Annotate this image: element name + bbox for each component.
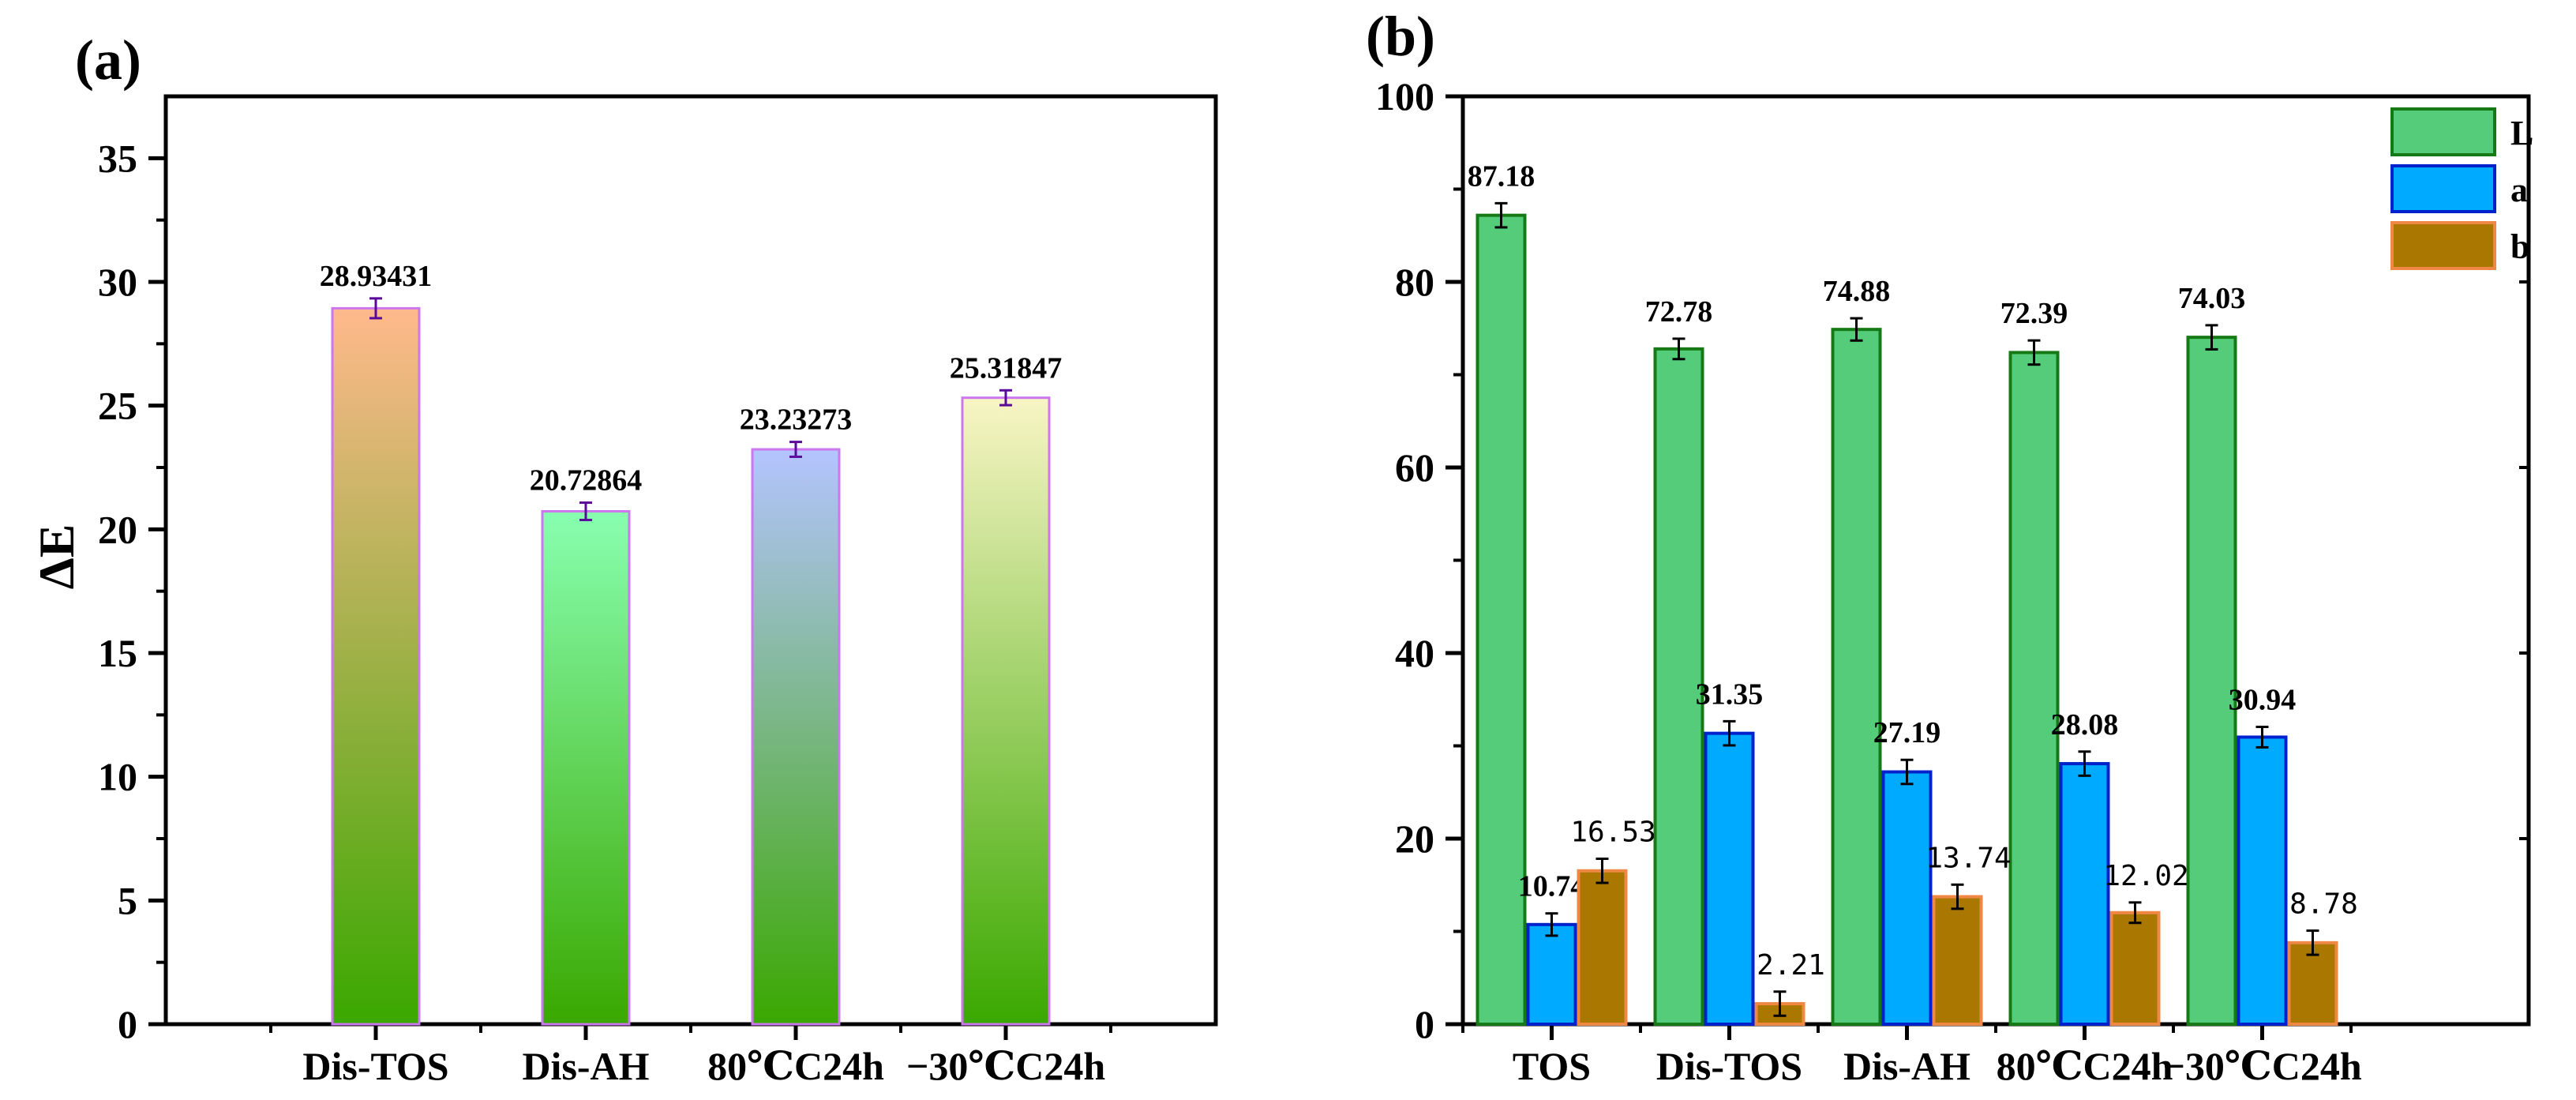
panel-b-bar-b — [1577, 869, 1628, 1026]
panel-b-data-label-a: 31.35 — [1696, 678, 1764, 711]
panel-b-legend: Lab — [2390, 107, 2533, 270]
legend-swatch-a — [2390, 164, 2496, 213]
panel-b-error-bar-a — [2255, 726, 2269, 749]
panel-b-error-bar-b — [2128, 901, 2142, 925]
panel-b-data-label-b: 2.21 — [1757, 949, 1825, 982]
panel-b-y-tick-label: 60 — [1395, 445, 1434, 490]
panel-a-y-tick-label: 30 — [98, 260, 137, 304]
panel-a-error-bar — [579, 501, 592, 521]
panel-b-data-label-a: 30.94 — [2229, 684, 2297, 717]
panel-a-plot-frame — [163, 94, 1218, 1027]
panel-a-bar — [961, 396, 1051, 1026]
panel-a-error-bar — [369, 297, 382, 320]
panel-a-y-tick-label: 10 — [98, 755, 137, 799]
panel-a-x-axis: Dis-TOS Dis-AH 80℃C24h −30℃C24h — [269, 1024, 1112, 1088]
legend-label-L: L — [2510, 114, 2533, 152]
panel-b-bars: 87.18 72.78 74.88 72.39 74.03 10.74 31.35 27.19… — [1468, 160, 2358, 1027]
panel-a-bars: 28.93431 20.72864 23.23273 25.31847 — [320, 260, 1063, 1026]
legend-swatch-b — [2390, 221, 2496, 270]
panel-a-x-tick-label: Dis-TOS — [302, 1044, 448, 1088]
panel-a-chart: (a) ΔE 0 5 10 15 20 25 30 35 Dis-TOS Dis-AH 80℃C2… — [28, 28, 1218, 1088]
panel-b-error-bar-b — [1773, 990, 1787, 1017]
panel-a-x-tick-label: −30℃C24h — [906, 1044, 1106, 1088]
panel-b-error-bar-L — [1672, 337, 1685, 361]
panel-b-error-bar-b — [2306, 929, 2319, 956]
legend-label-b: b — [2510, 227, 2529, 266]
panel-b-bar-b — [1932, 895, 1983, 1027]
panel-b-data-label-b: 8.78 — [2289, 888, 2358, 921]
panel-b-data-label-b: 16.53 — [1570, 816, 1655, 848]
panel-b-y-tick-label: 80 — [1395, 260, 1434, 304]
panel-b-error-bar-a — [1723, 719, 1736, 747]
panel-b-bar-L — [1475, 213, 1527, 1026]
panel-a-error-bar — [999, 389, 1012, 407]
panel-a-data-label: 28.93431 — [320, 260, 433, 293]
panel-b-bar-a — [2059, 762, 2110, 1026]
panel-b-bar-a — [1704, 731, 1755, 1026]
panel-b-x-tick-label: −30℃C24h — [2162, 1044, 2362, 1088]
panel-b-data-label-L: 72.39 — [2000, 297, 2068, 330]
panel-b-bar-L — [1831, 328, 1882, 1027]
panel-a-bar — [751, 448, 841, 1026]
panel-a-y-axis: 0 5 10 15 20 25 30 35 — [98, 136, 166, 1046]
panel-b-x-tick-label: Dis-TOS — [1656, 1044, 1802, 1088]
panel-b-x-tick-label: 80℃C24h — [1997, 1044, 2173, 1088]
panel-b-y-tick-label: 20 — [1395, 817, 1434, 861]
panel-a-y-tick-label: 20 — [98, 507, 137, 551]
panel-a-y-tick-label: 35 — [98, 136, 137, 180]
panel-b-error-bar-L — [2027, 339, 2041, 366]
panel-b-data-label-L: 72.78 — [1645, 295, 1713, 328]
panel-a-y-tick-label: 0 — [118, 1002, 137, 1046]
panel-b-error-bar-a — [1900, 758, 1914, 786]
panel-b-y-axis: 0 20 40 60 80 100 — [1375, 74, 2529, 1046]
panel-a-data-label: 20.72864 — [530, 464, 643, 497]
panel-a-y-axis-title: ΔE — [28, 524, 84, 590]
panel-b-data-label-L: 87.18 — [1468, 160, 1535, 193]
panel-b-error-bar-L — [2205, 324, 2218, 351]
panel-b-y-tick-label: 40 — [1395, 631, 1434, 675]
panel-b-data-label-a: 10.74 — [1518, 870, 1586, 903]
panel-b-x-axis: TOS Dis-TOS Dis-AH 80℃C24h−30℃C24h — [1461, 1024, 2362, 1088]
panel-b-error-bar-b — [1951, 883, 1964, 910]
panel-b-bar-L — [2008, 351, 2060, 1027]
panel-a-label: (a) — [75, 28, 141, 92]
panel-b-bar-L — [1653, 347, 1704, 1026]
panel-b-data-label-a: 27.19 — [1873, 716, 1941, 749]
panel-b-bar-a — [1881, 770, 1933, 1027]
panel-a-y-tick-label: 15 — [98, 631, 137, 675]
panel-b-data-label-L: 74.88 — [1823, 275, 1891, 308]
panel-a-error-bar — [789, 441, 802, 458]
panel-a-bar — [541, 510, 631, 1026]
panel-b-bar-b — [2109, 910, 2161, 1027]
panel-b-bar-L — [2186, 336, 2237, 1026]
panel-b-y-tick-label: 0 — [1415, 1002, 1434, 1046]
panel-a-data-label: 25.31847 — [950, 351, 1063, 385]
panel-b-error-bar-a — [1545, 912, 1558, 937]
panel-a-x-tick-label: 80℃C24h — [707, 1044, 884, 1088]
panel-b-data-label-b: 13.74 — [1925, 842, 2011, 874]
panel-b-data-label-a: 28.08 — [2051, 708, 2119, 741]
panel-b-error-bar-L — [1494, 201, 1508, 229]
legend-label-a: a — [2510, 171, 2528, 209]
panel-b-bar-a — [2237, 735, 2288, 1027]
panel-b-y-tick-label: 100 — [1375, 74, 1434, 118]
panel-b-data-label-L: 74.03 — [2178, 282, 2246, 315]
panel-a-y-tick-label: 25 — [98, 384, 137, 428]
panel-b-x-tick-label: TOS — [1513, 1044, 1591, 1088]
panel-b-error-bar-L — [1850, 317, 1863, 342]
panel-b-error-bar-b — [1595, 857, 1609, 884]
panel-b-x-tick-label: Dis-AH — [1843, 1044, 1970, 1088]
panel-b-chart: (b) 0 20 40 60 80 100 TOS Dis-TOS Dis-AH 80℃C24h… — [1366, 5, 2533, 1088]
legend-swatch-L — [2390, 107, 2496, 156]
panel-b-error-bar-a — [2078, 750, 2091, 777]
panel-a-y-tick-label: 5 — [118, 878, 137, 922]
panel-b-bar-a — [1526, 922, 1577, 1027]
panel-b-label: (b) — [1366, 5, 1435, 68]
panel-b-data-label-b: 12.02 — [2103, 860, 2188, 892]
panel-a-x-tick-label: Dis-AH — [522, 1044, 649, 1088]
panel-a-data-label: 23.23273 — [740, 404, 853, 437]
panel-a-bar — [331, 306, 421, 1026]
